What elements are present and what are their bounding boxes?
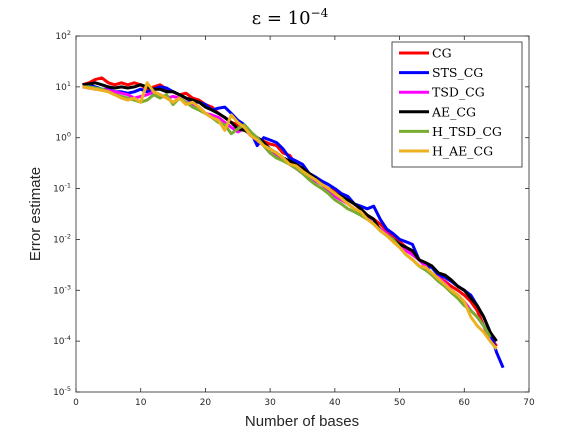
chart-title: ε = 10−4 — [252, 6, 329, 29]
x-axis-label: Number of bases — [245, 413, 359, 430]
legend-label-tsd-cg: TSD_CG — [432, 85, 485, 100]
y-tick-label: 102 — [55, 29, 71, 42]
y-tick-label: 10-5 — [53, 385, 71, 398]
legend-label-ae-cg: AE_CG — [431, 104, 476, 119]
y-axis-label: Error estimate — [27, 167, 44, 261]
legend-label-h-tsd-cg: H_TSD_CG — [432, 124, 502, 139]
y-tick-label: 100 — [55, 131, 71, 144]
y-tick-label-base: 10 — [53, 185, 65, 195]
series-layer — [82, 76, 505, 369]
y-tick-label: 10-4 — [53, 334, 71, 347]
y-tick-label-base: 10 — [53, 235, 65, 245]
y-tick-label-base: 10 — [53, 388, 65, 398]
x-axis-ticks: 0 10 20 30 40 50 60 70 — [73, 36, 535, 408]
y-tick-label-exponent: -5 — [65, 385, 71, 393]
x-tick-label: 40 — [329, 398, 341, 408]
x-tick-label: 60 — [459, 398, 471, 408]
plot-frame — [75, 35, 530, 393]
legend-box — [391, 41, 523, 168]
x-tick-label: 30 — [264, 398, 276, 408]
x-tick-label: 70 — [523, 398, 535, 408]
chart-title-base: ε = 10 — [252, 8, 311, 29]
y-tick-label-exponent: 0 — [67, 131, 71, 139]
y-tick-label-base: 10 — [55, 134, 67, 144]
legend-label-sts-cg: STS_CG — [432, 65, 483, 80]
y-tick-label: 10-3 — [53, 283, 71, 296]
y-tick-label-base: 10 — [53, 286, 65, 296]
y-tick-label-exponent: -3 — [65, 283, 71, 291]
legend-label-cg: CG — [432, 46, 452, 61]
series-line-h-ae-cg — [82, 81, 498, 350]
y-tick-label: 10-2 — [53, 232, 71, 245]
chart-title-exponent: −4 — [311, 6, 329, 20]
y-tick-label-base: 10 — [53, 337, 65, 347]
y-tick-label-base: 10 — [55, 32, 67, 42]
y-tick-label: 101 — [55, 80, 71, 93]
y-tick-label-exponent: 2 — [67, 29, 71, 37]
y-tick-label-exponent: 1 — [67, 80, 71, 88]
y-tick-label-base: 10 — [55, 83, 67, 93]
y-tick-label: 10-1 — [53, 182, 71, 195]
x-tick-label: 50 — [394, 398, 406, 408]
x-tick-label: 20 — [200, 398, 212, 408]
y-tick-label-exponent: -2 — [65, 232, 71, 240]
y-tick-label-exponent: -1 — [65, 182, 71, 190]
legend: CG STS_CG TSD_CG AE_CG H_TSD_CG H_AE_CG — [391, 41, 523, 168]
x-tick-label: 10 — [135, 398, 147, 408]
legend-label-h-ae-cg: H_AE_CG — [432, 144, 493, 159]
x-tick-label: 0 — [73, 398, 79, 408]
y-tick-label-exponent: -4 — [65, 334, 71, 342]
